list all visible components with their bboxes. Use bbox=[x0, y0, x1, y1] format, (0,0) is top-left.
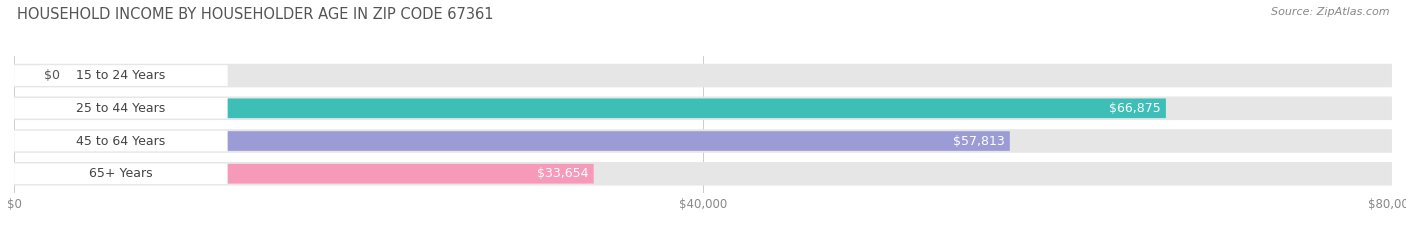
FancyBboxPatch shape bbox=[14, 129, 1392, 153]
FancyBboxPatch shape bbox=[14, 98, 228, 119]
FancyBboxPatch shape bbox=[14, 66, 39, 85]
FancyBboxPatch shape bbox=[14, 65, 228, 86]
Text: 25 to 44 Years: 25 to 44 Years bbox=[76, 102, 166, 115]
FancyBboxPatch shape bbox=[14, 163, 228, 184]
Text: 15 to 24 Years: 15 to 24 Years bbox=[76, 69, 166, 82]
FancyBboxPatch shape bbox=[14, 162, 1392, 185]
Text: 65+ Years: 65+ Years bbox=[89, 167, 153, 180]
Text: 45 to 64 Years: 45 to 64 Years bbox=[76, 134, 166, 147]
Text: Source: ZipAtlas.com: Source: ZipAtlas.com bbox=[1271, 7, 1389, 17]
Text: $57,813: $57,813 bbox=[952, 134, 1004, 147]
FancyBboxPatch shape bbox=[14, 64, 1392, 87]
Text: HOUSEHOLD INCOME BY HOUSEHOLDER AGE IN ZIP CODE 67361: HOUSEHOLD INCOME BY HOUSEHOLDER AGE IN Z… bbox=[17, 7, 494, 22]
Text: $66,875: $66,875 bbox=[1108, 102, 1160, 115]
Text: $33,654: $33,654 bbox=[537, 167, 588, 180]
FancyBboxPatch shape bbox=[14, 96, 1392, 120]
FancyBboxPatch shape bbox=[14, 99, 1166, 118]
FancyBboxPatch shape bbox=[14, 164, 593, 184]
FancyBboxPatch shape bbox=[14, 131, 1010, 151]
FancyBboxPatch shape bbox=[14, 131, 228, 151]
Text: $0: $0 bbox=[45, 69, 60, 82]
